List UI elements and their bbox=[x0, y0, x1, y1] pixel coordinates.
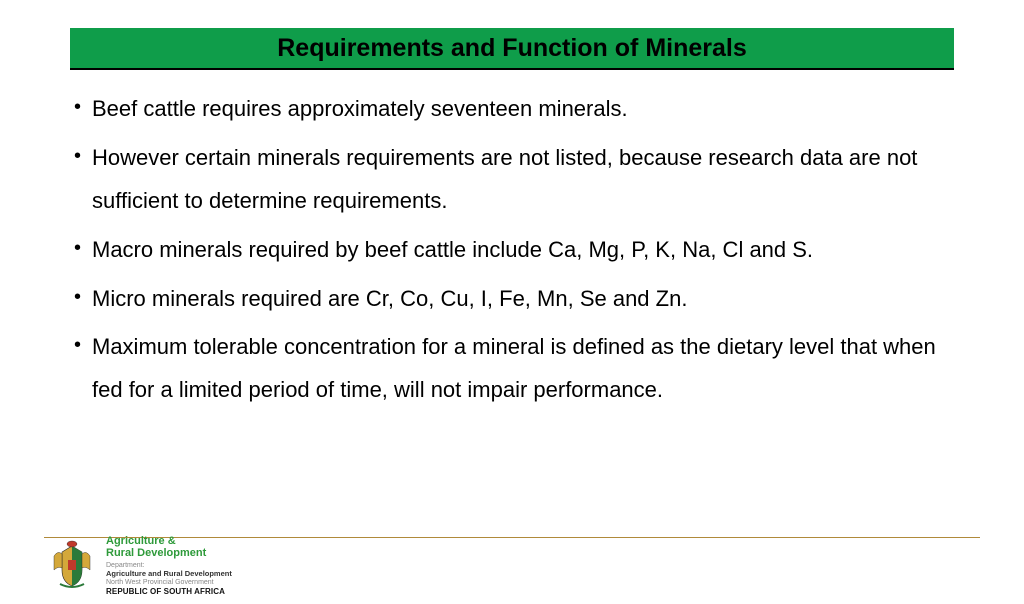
dept-country: REPUBLIC OF SOUTH AFRICA bbox=[106, 587, 232, 596]
list-item: Beef cattle requires approximately seven… bbox=[70, 88, 954, 131]
list-item: However certain minerals requirements ar… bbox=[70, 137, 954, 223]
slide-body: Beef cattle requires approximately seven… bbox=[70, 88, 954, 412]
dept-full: Agriculture and Rural Development bbox=[106, 570, 232, 579]
dept-gov: North West Provincial Government bbox=[106, 579, 232, 587]
department-text: Agriculture & Rural Development Departme… bbox=[106, 535, 232, 596]
dept-name-2: Rural Development bbox=[106, 547, 232, 560]
dept-name-1: Agriculture & bbox=[106, 535, 232, 548]
slide-title: Requirements and Function of Minerals bbox=[70, 34, 954, 63]
bullet-list: Beef cattle requires approximately seven… bbox=[70, 88, 954, 412]
coat-of-arms-icon bbox=[48, 540, 96, 590]
slide-title-bar: Requirements and Function of Minerals bbox=[70, 28, 954, 70]
list-item: Maximum tolerable concentration for a mi… bbox=[70, 326, 954, 412]
list-item: Micro minerals required are Cr, Co, Cu, … bbox=[70, 278, 954, 321]
list-item: Macro minerals required by beef cattle i… bbox=[70, 229, 954, 272]
footer: Agriculture & Rural Development Departme… bbox=[48, 535, 232, 596]
